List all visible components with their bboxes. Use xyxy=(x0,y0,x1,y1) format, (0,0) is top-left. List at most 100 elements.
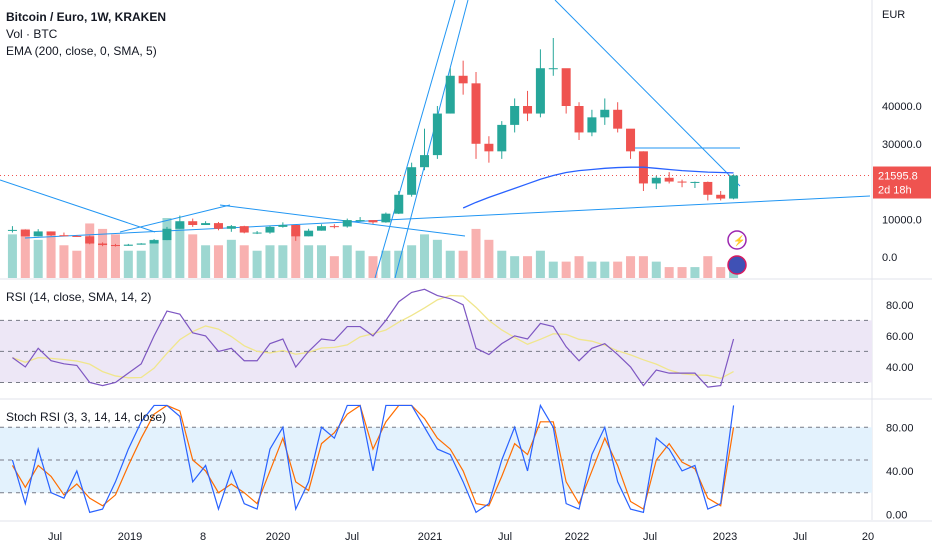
volume-bar xyxy=(123,250,133,278)
volume-bar xyxy=(677,267,687,278)
volume-bar xyxy=(342,245,352,278)
candle-body xyxy=(59,235,69,237)
stoch-tick-label: 40.00 xyxy=(886,466,914,478)
rsi-tick-label: 40.00 xyxy=(886,362,914,374)
candle-body xyxy=(175,221,185,229)
candle-body xyxy=(213,223,223,229)
rsi-tick-label: 80.00 xyxy=(886,300,914,312)
stoch-rsi-legend: Stoch RSI (3, 3, 14, 14, close) xyxy=(6,410,167,424)
volume-bar xyxy=(471,228,481,278)
volume-bar xyxy=(432,239,442,278)
trendline xyxy=(374,0,456,279)
volume-bar xyxy=(407,245,417,278)
price-badge xyxy=(873,166,931,199)
candle-body xyxy=(471,83,481,144)
candle-body xyxy=(46,231,56,236)
rsi-ma-line xyxy=(12,294,734,380)
x-tick-label: 2019 xyxy=(118,531,142,543)
volume-bar xyxy=(381,250,391,278)
candle-body xyxy=(7,229,17,231)
candle-body xyxy=(136,243,146,245)
volume-bar xyxy=(98,228,108,278)
trendline xyxy=(24,195,871,239)
candle-body xyxy=(561,68,571,106)
x-tick-label: 8 xyxy=(200,531,206,543)
candle-body xyxy=(394,194,404,214)
volume-bar xyxy=(149,239,159,278)
trendline xyxy=(394,0,469,279)
candle-body xyxy=(690,181,700,183)
candle-body xyxy=(458,75,468,84)
volume-bar xyxy=(316,245,326,278)
x-tick-label: Jul xyxy=(498,531,512,543)
volume-bar xyxy=(535,250,545,278)
candle-body xyxy=(523,106,533,114)
x-tick-label: Jul xyxy=(48,531,62,543)
candle-body xyxy=(291,225,301,237)
candle-body xyxy=(85,236,95,244)
volume-bar xyxy=(420,234,430,278)
candle-body xyxy=(626,128,636,152)
volume-bar xyxy=(188,234,198,278)
volume-bar xyxy=(690,267,700,278)
candle-body xyxy=(123,244,133,246)
candle-body xyxy=(703,181,713,195)
candle-body xyxy=(600,109,610,118)
candle-body xyxy=(342,220,352,227)
candle-body xyxy=(201,223,211,225)
x-tick-label: Jul xyxy=(793,531,807,543)
candle-body xyxy=(548,68,558,70)
volume-bar xyxy=(523,256,533,278)
volume-bar xyxy=(226,239,236,278)
candle-body xyxy=(420,155,430,168)
candle-body xyxy=(445,75,455,114)
candle-body xyxy=(329,226,339,228)
candle-body xyxy=(188,221,198,225)
volume-bar xyxy=(368,256,378,278)
volume-bar xyxy=(613,261,623,278)
candle-body xyxy=(535,68,545,114)
volume-bar xyxy=(445,250,455,278)
chart-title: Bitcoin / Euro, 1W, KRAKEN xyxy=(6,10,167,24)
volume-bar xyxy=(252,250,262,278)
candle-body xyxy=(33,231,43,237)
candle-body xyxy=(407,167,417,195)
candle-body xyxy=(432,113,442,156)
volume-bar xyxy=(458,250,468,278)
x-tick-label: 2021 xyxy=(418,531,442,543)
volume-bar xyxy=(110,234,120,278)
trendline xyxy=(554,0,741,187)
trendline xyxy=(119,204,231,233)
price-badge-value: 21595.8 xyxy=(878,171,918,183)
candle-body xyxy=(304,230,314,237)
trendline xyxy=(219,204,466,237)
volume-bar xyxy=(587,261,597,278)
x-tick-label: Jul xyxy=(345,531,359,543)
ema-legend: EMA (200, close, 0, SMA, 5) xyxy=(6,44,157,58)
candle-body xyxy=(368,220,378,223)
volume-bar xyxy=(201,245,211,278)
x-tick-label: 20 xyxy=(862,531,874,543)
volume-bar xyxy=(239,245,249,278)
volume-bar xyxy=(548,261,558,278)
volume-bar xyxy=(355,250,365,278)
candle-body xyxy=(162,228,172,241)
candle-body xyxy=(510,106,520,125)
x-tick-label: Jul xyxy=(643,531,657,543)
candle-body xyxy=(716,194,726,199)
candle-body xyxy=(677,181,687,183)
candle-body xyxy=(651,177,661,184)
volume-bar xyxy=(72,250,82,278)
trendline xyxy=(0,179,156,233)
volume-bar xyxy=(484,239,494,278)
candle-body xyxy=(729,175,739,199)
candle-body xyxy=(98,243,108,246)
volume-bar xyxy=(664,267,674,278)
volume-bar xyxy=(626,256,636,278)
candle-body xyxy=(613,109,623,129)
candle-body xyxy=(355,220,365,222)
volume-bar xyxy=(600,261,610,278)
stoch-k-line xyxy=(11,403,735,514)
